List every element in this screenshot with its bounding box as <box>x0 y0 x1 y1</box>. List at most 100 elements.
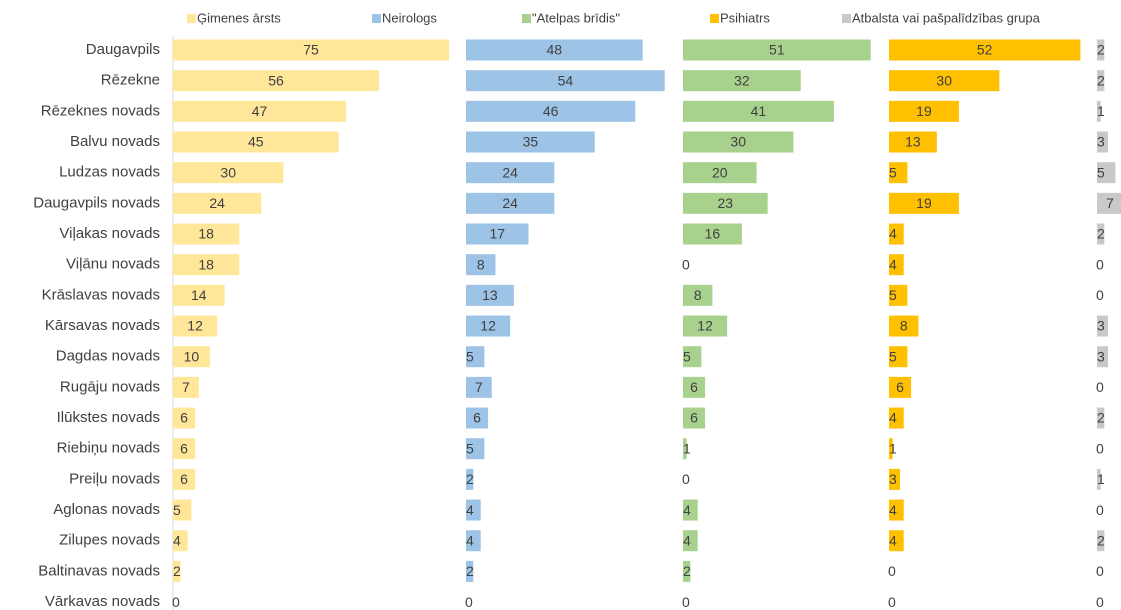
bar <box>466 70 665 92</box>
category-label: Ilūkstes novads <box>57 409 160 426</box>
bar <box>173 192 262 214</box>
bar <box>466 376 492 398</box>
value-label: 19 <box>916 103 932 119</box>
bar <box>466 39 643 61</box>
value-label: 10 <box>184 348 200 364</box>
bar <box>466 530 481 552</box>
value-label: 7 <box>475 379 483 395</box>
value-label: 24 <box>209 195 225 211</box>
value-label: 75 <box>303 42 319 58</box>
bar <box>466 131 595 153</box>
bar <box>173 70 380 92</box>
bar <box>466 346 485 368</box>
value-label: 1 <box>889 440 897 456</box>
bar <box>173 100 346 122</box>
value-label: 3 <box>1097 348 1105 364</box>
bar <box>173 376 199 398</box>
value-label: 13 <box>482 287 498 303</box>
value-label: 6 <box>473 410 481 426</box>
bar <box>683 223 742 245</box>
value-label: 2 <box>466 563 474 579</box>
value-label: 4 <box>889 502 897 518</box>
category-label: Dagdas novads <box>56 348 160 365</box>
category-label: Viļānu novads <box>66 256 160 273</box>
legend-label: Psihiatrs <box>720 10 770 25</box>
bar <box>1097 39 1105 61</box>
bar <box>1097 346 1109 368</box>
value-label: 4 <box>466 502 474 518</box>
category-label: Kārsavas novads <box>45 317 160 334</box>
bar <box>1097 530 1105 552</box>
value-label: 2 <box>683 563 691 579</box>
legend-label: Neirologs <box>382 10 437 25</box>
bar <box>466 499 481 521</box>
bar <box>1097 131 1109 153</box>
category-label: Viļakas novads <box>59 225 160 242</box>
value-label: 48 <box>547 42 563 58</box>
value-label: 0 <box>1096 256 1104 272</box>
bar <box>173 284 225 306</box>
value-label: 0 <box>1096 287 1104 303</box>
bar <box>683 315 728 337</box>
bar <box>1097 192 1121 214</box>
value-label: 8 <box>477 256 485 272</box>
value-label: 2 <box>173 563 181 579</box>
value-label: 41 <box>751 103 767 119</box>
value-label: 1 <box>1097 471 1105 487</box>
legend-swatch <box>522 14 531 23</box>
value-label: 4 <box>173 532 181 548</box>
value-label: 5 <box>1097 164 1105 180</box>
bar <box>683 162 757 184</box>
category-label: Daugavpils novads <box>33 194 160 211</box>
bar <box>466 100 636 122</box>
value-label: 0 <box>1096 563 1104 579</box>
bar <box>173 560 181 582</box>
value-label: 1 <box>683 440 691 456</box>
value-label: 4 <box>466 532 474 548</box>
bar <box>1097 468 1101 490</box>
value-label: 8 <box>694 287 702 303</box>
bar <box>683 438 687 460</box>
bar <box>683 499 698 521</box>
bar <box>889 254 904 276</box>
category-label: Rugāju novads <box>60 378 160 395</box>
bar <box>889 131 937 153</box>
value-label: 7 <box>182 379 190 395</box>
bar <box>889 376 912 398</box>
bar <box>173 407 196 429</box>
bar <box>889 70 1000 92</box>
value-label: 4 <box>889 532 897 548</box>
value-label: 0 <box>888 594 896 610</box>
value-label: 12 <box>187 318 203 334</box>
value-label: 52 <box>977 42 993 58</box>
value-label: 45 <box>248 134 264 150</box>
value-label: 18 <box>198 226 214 242</box>
value-label: 4 <box>683 502 691 518</box>
value-label: 0 <box>1096 594 1104 610</box>
value-label: 7 <box>1106 195 1114 211</box>
bar <box>1097 407 1105 429</box>
bar <box>889 468 901 490</box>
value-label: 2 <box>1097 226 1105 242</box>
value-label: 0 <box>682 256 690 272</box>
bar <box>683 530 698 552</box>
bar <box>889 530 904 552</box>
bar <box>173 438 196 460</box>
bar <box>683 376 706 398</box>
bar <box>173 468 196 490</box>
category-label: Balvu novads <box>70 133 160 150</box>
bar <box>889 315 919 337</box>
category-label: Baltinavas novads <box>38 562 160 579</box>
bar <box>173 315 218 337</box>
value-label: 6 <box>690 410 698 426</box>
bar <box>1097 162 1116 184</box>
value-label: 14 <box>191 287 207 303</box>
bar <box>466 223 529 245</box>
value-label: 47 <box>252 103 268 119</box>
bar <box>889 39 1081 61</box>
bar <box>683 131 794 153</box>
value-label: 5 <box>889 348 897 364</box>
bar <box>1097 100 1101 122</box>
value-label: 2 <box>1097 72 1105 88</box>
